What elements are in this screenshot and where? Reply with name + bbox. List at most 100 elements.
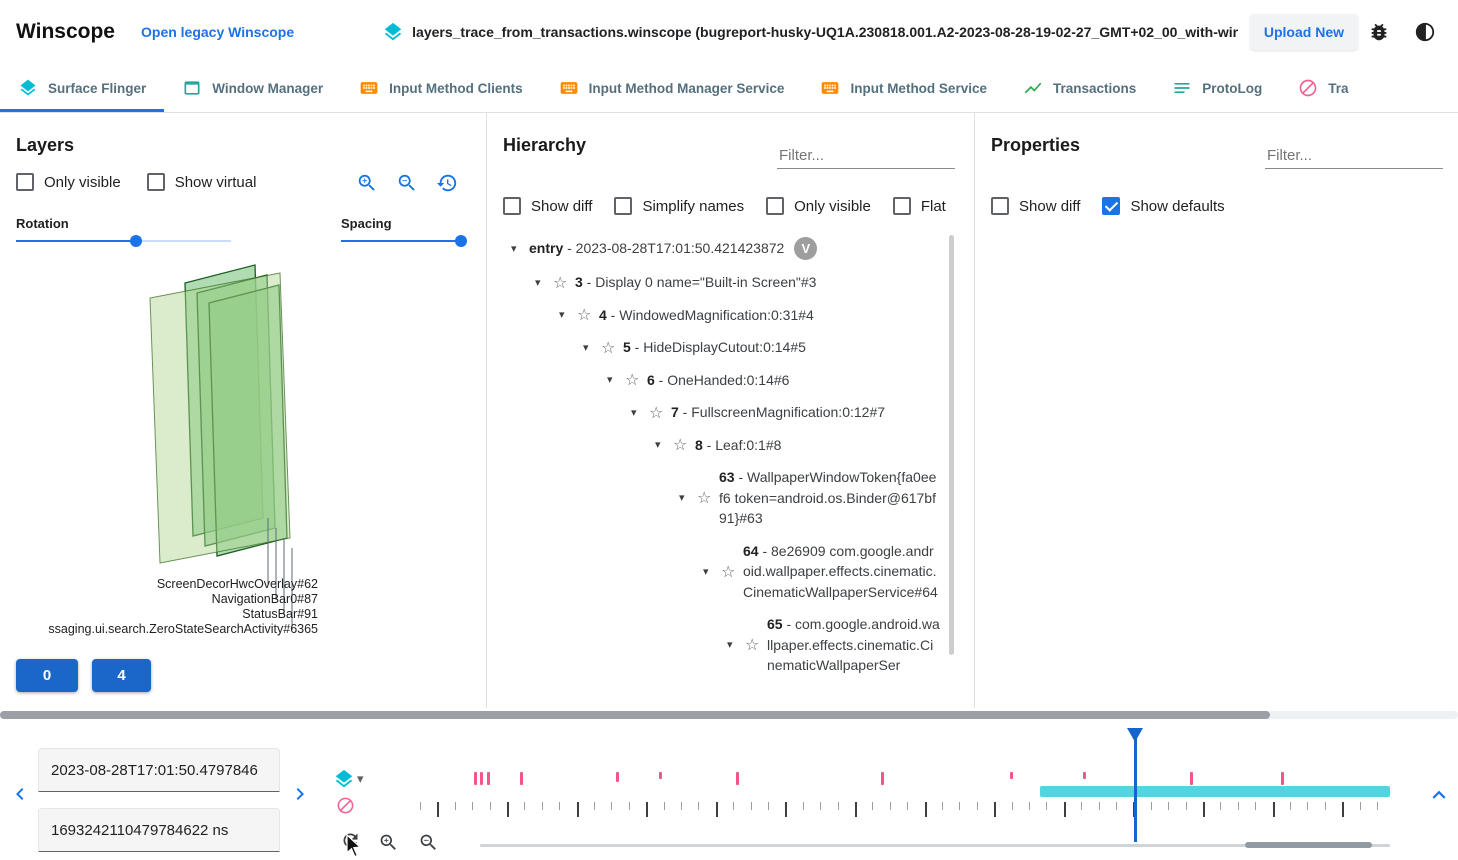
transactions-trace-icon[interactable] [336,796,355,815]
flat-checkbox-row[interactable]: Flat [892,197,946,215]
zoom-in-icon[interactable] [378,832,399,853]
reset-view-icon[interactable] [436,172,458,194]
tab-protolog[interactable]: ProtoLog [1154,64,1280,112]
only-visible-checkbox[interactable] [16,173,34,191]
front-layer-shape[interactable] [149,272,291,564]
layer-label[interactable]: ScreenDecorHwcOverlay#62 [156,577,318,591]
display-button-4[interactable]: 4 [92,659,151,692]
zoom-out-icon[interactable] [396,172,418,194]
only-visible-checkbox[interactable] [766,197,785,215]
tree-node[interactable]: ▾ ☆ 5 - HideDisplayCutout:0:14#5 [583,337,806,357]
timeline-cursor[interactable] [1127,728,1143,846]
dark-mode-toggle-icon[interactable] [1414,21,1436,43]
bug-report-icon[interactable] [1368,21,1390,43]
hierarchy-filter-input[interactable] [777,143,955,169]
slider-fill [341,240,461,242]
tree-node[interactable]: ▾ ☆ 4 - WindowedMagnification:0:31#4 [559,305,814,325]
expand-caret-icon[interactable]: ▾ [607,373,613,387]
tab-label: Tra [1328,80,1349,96]
show-virtual-checkbox[interactable] [146,173,165,191]
layers-trace-icon[interactable] [333,768,355,790]
simplify-names-checkbox[interactable] [614,197,633,215]
rotation-slider[interactable] [16,235,231,247]
star-icon[interactable]: ☆ [721,561,736,581]
expand-caret-icon[interactable]: ▾ [583,340,589,354]
expand-caret-icon[interactable]: ▾ [559,308,565,322]
next-entry-icon[interactable] [288,782,312,806]
star-icon[interactable]: ☆ [745,635,760,655]
layers-3d-view[interactable] [80,253,410,633]
tree-node[interactable]: ▾ ☆ 64 - 8e26909 com.google.android.wall… [703,542,938,600]
tree-node[interactable]: ▾ ☆ 7 - FullscreenMagnification:0:12#7 [631,402,886,422]
layer-label[interactable]: ssaging.ui.search.ZeroStateSearchActivit… [48,622,318,636]
tab-transitions[interactable]: Tra [1280,64,1366,112]
tab-input-method-service[interactable]: Input Method Service [802,64,1005,112]
expand-caret-icon[interactable]: ▾ [655,438,661,452]
expand-timeline-icon[interactable] [1426,782,1452,808]
timeline-scrollbar-thumb[interactable] [1245,842,1372,848]
scrollbar-thumb[interactable] [0,711,1270,719]
tree-node[interactable]: ▾ ☆ 63 - WallpaperWindowToken{fa0eef6 to… [679,469,937,526]
expand-caret-icon[interactable]: ▾ [631,405,637,419]
star-icon[interactable]: ☆ [697,488,712,508]
timeline-canvas[interactable] [420,762,1390,846]
hierarchy-scrollbar[interactable] [949,235,954,655]
star-icon[interactable]: ☆ [673,435,688,455]
show-defaults-checkbox[interactable] [1102,197,1121,215]
zoom-out-icon[interactable] [418,832,439,853]
expand-caret-icon[interactable]: ▾ [727,638,733,652]
mouse-cursor [346,834,362,858]
star-icon[interactable]: ☆ [577,305,592,325]
expand-caret-icon[interactable]: ▾ [703,564,709,578]
tab-input-method-clients[interactable]: Input Method Clients [341,64,540,112]
selected-time-ns-input[interactable] [38,808,280,852]
show-diff-checkbox-row[interactable]: Show diff [991,197,1080,215]
only-visible-checkbox-row[interactable]: Only visible [766,197,871,215]
trace-file-name: layers_trace_from_transactions.winscope … [412,24,1238,40]
show-defaults-checkbox-row[interactable]: Show defaults [1102,197,1225,215]
tree-node[interactable]: ▾ ☆ 8 - Leaf:0:1#8 [655,435,782,455]
layer-label[interactable]: StatusBar#91 [242,607,318,621]
tree-node[interactable]: ▾ ☆ 3 - Display 0 name="Built-in Screen"… [535,272,817,292]
transactions-range-bar[interactable] [1040,786,1390,797]
star-icon[interactable]: ☆ [649,402,664,422]
spacing-slider[interactable] [341,235,467,247]
slider-thumb[interactable] [130,235,143,247]
star-icon[interactable]: ☆ [553,272,568,292]
zoom-in-icon[interactable] [356,172,378,194]
tab-label: Window Manager [212,80,324,96]
tree-node[interactable]: ▾ ☆ 6 - OneHanded:0:14#6 [607,370,790,390]
app-title: Winscope [16,20,115,43]
tab-input-method-manager-service[interactable]: Input Method Manager Service [541,64,803,112]
expand-caret-icon[interactable]: ▾ [535,275,541,289]
tab-window-manager[interactable]: Window Manager [164,64,341,112]
display-button-0[interactable]: 0 [16,659,78,692]
previous-entry-icon[interactable] [8,782,32,806]
reset-zoom-icon[interactable] [340,830,361,851]
tree-node[interactable]: ▾ ☆ 65 - com.google.android.wallpaper.ef… [727,616,940,673]
selected-time-input[interactable] [38,748,280,792]
layer-label[interactable]: NavigationBar0#87 [211,592,318,606]
timeline-panel: ▾ [0,722,1458,860]
trace-dropdown-caret-icon[interactable]: ▾ [357,772,364,787]
properties-filter-input[interactable] [1265,143,1443,169]
only-visible-checkbox-row[interactable]: Only visible [16,173,121,191]
expand-caret-icon[interactable]: ▾ [679,491,685,505]
flat-checkbox[interactable] [892,197,911,215]
slider-thumb[interactable] [454,235,467,247]
timeline-scrollbar-track[interactable] [480,844,1390,847]
tree-node-entry[interactable]: ▾ entry - 2023-08-28T17:01:50.421423872 … [487,231,950,266]
tab-surface-flinger[interactable]: Surface Flinger [0,64,165,112]
open-legacy-link[interactable]: Open legacy Winscope [141,24,295,40]
star-icon[interactable]: ☆ [601,337,616,357]
tab-label: Surface Flinger [48,80,147,96]
show-diff-checkbox-row[interactable]: Show diff [503,197,592,215]
expand-caret-icon[interactable]: ▾ [511,242,517,255]
star-icon[interactable]: ☆ [625,370,640,390]
upload-new-button[interactable]: Upload New [1249,14,1358,50]
show-virtual-checkbox-row[interactable]: Show virtual [146,173,256,191]
simplify-names-checkbox-row[interactable]: Simplify names [614,197,744,215]
show-diff-checkbox[interactable] [991,197,1009,215]
show-diff-checkbox[interactable] [503,197,521,215]
tab-transactions[interactable]: Transactions [1005,64,1154,112]
